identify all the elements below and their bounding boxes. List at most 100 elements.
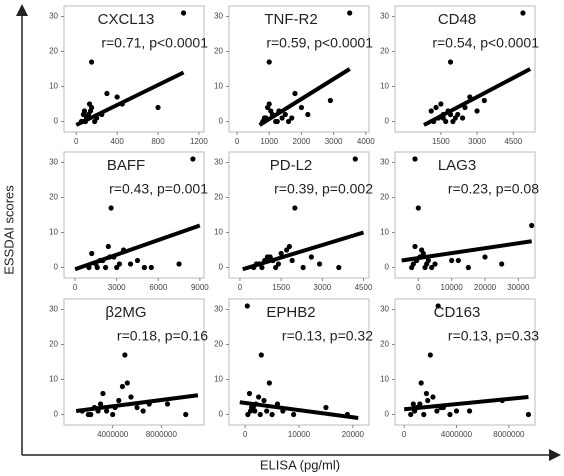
panel-stat: r=0.71, p<0.0001: [101, 35, 208, 51]
fit-line: [75, 393, 199, 413]
point: [432, 261, 438, 267]
panel-title: CXCL13: [98, 11, 155, 28]
y-tick-label: 0: [219, 117, 224, 126]
point: [323, 404, 329, 411]
fit-line: [401, 239, 532, 263]
point: [449, 257, 455, 264]
y-tick-label: 0: [219, 263, 224, 272]
point: [284, 247, 290, 253]
point: [447, 411, 453, 418]
point: [289, 115, 295, 121]
panel-frame: [394, 298, 536, 426]
point: [110, 411, 116, 418]
panel-title: TNF-R2: [264, 11, 317, 28]
point: [279, 115, 285, 121]
fit-line: [258, 67, 351, 127]
point: [265, 104, 271, 111]
point: [128, 394, 134, 400]
point: [292, 90, 298, 97]
panel-title: BAFF: [107, 157, 145, 174]
point: [415, 205, 421, 211]
point: [278, 250, 284, 257]
y-tick-label: 30: [49, 12, 58, 21]
point: [347, 10, 353, 16]
point: [264, 408, 270, 414]
x-tick-label: 4500: [355, 283, 373, 292]
point: [259, 264, 265, 271]
fit-line: [242, 230, 365, 272]
point: [474, 108, 480, 114]
point: [418, 380, 424, 386]
y-tick-label: 10: [380, 82, 389, 91]
x-tick-label: 0: [243, 430, 248, 439]
x-tick-label: 4000000: [441, 430, 473, 439]
point: [268, 108, 274, 114]
point: [97, 401, 104, 407]
point: [408, 411, 414, 418]
y-tick-label: 10: [214, 228, 223, 237]
panel-title: CD48: [438, 11, 476, 28]
point: [300, 264, 306, 271]
point: [455, 257, 461, 264]
panel: 0 10 20 30 0 400 800 1200 CXCL13 r=0.71, p<0.0001: [49, 5, 208, 146]
point: [482, 254, 488, 260]
point: [336, 264, 342, 271]
point: [412, 243, 418, 250]
point: [89, 250, 95, 257]
x-tick-label: 3000: [313, 283, 331, 292]
point: [316, 261, 323, 267]
panel-frame: [394, 151, 536, 279]
point: [466, 408, 473, 414]
point: [421, 411, 427, 418]
point: [430, 394, 436, 400]
panel-stat: r=0.39, p=0.002: [274, 181, 373, 197]
point: [433, 104, 439, 111]
point: [190, 156, 196, 162]
point: [423, 390, 430, 397]
x-tick-label: 4000: [357, 137, 375, 146]
point: [453, 408, 460, 414]
y-tick-label: 10: [49, 82, 58, 91]
point: [435, 303, 441, 309]
y-axis-label: ESSDAI scores: [1, 185, 16, 275]
panel-frame: [394, 5, 536, 133]
x-axis-label: ELISA (pg/ml): [260, 457, 340, 472]
x-tick-label: 1500: [432, 137, 450, 146]
x-tick-label: 3000: [108, 283, 126, 292]
point: [261, 397, 267, 404]
point: [266, 380, 272, 386]
y-tick-label: 10: [380, 228, 389, 237]
y-tick-label: 20: [214, 340, 223, 349]
y-tick-label: 30: [380, 305, 389, 314]
panel-stat: r=0.13, p=0.32: [282, 328, 373, 344]
point: [273, 264, 279, 271]
point: [269, 411, 275, 418]
panel-stat: r=0.23, p=0.08: [448, 181, 539, 197]
point: [410, 401, 416, 407]
point: [140, 408, 146, 414]
point: [88, 411, 94, 418]
point: [298, 104, 305, 111]
point: [244, 303, 250, 309]
panel-frame: [228, 151, 370, 279]
panel: 0 10 20 30 0 10000 20000 EPHB2 r=0.13, p=0.32: [214, 298, 373, 439]
point: [127, 261, 134, 267]
y-tick-label: 30: [214, 158, 223, 167]
y-tick-label: 0: [385, 263, 390, 272]
point: [481, 97, 487, 104]
x-tick-label: 4000000: [97, 430, 129, 439]
x-tick-label: 20000: [474, 283, 497, 292]
fit-line: [74, 223, 201, 272]
panel-stat: r=0.13, p=0.33: [448, 328, 539, 344]
panel-frame: [63, 151, 205, 279]
point: [104, 90, 110, 97]
fit-line: [423, 67, 532, 127]
point: [102, 264, 109, 271]
y-tick-label: 30: [214, 12, 223, 21]
point: [465, 264, 471, 271]
y-tick-label: 20: [214, 47, 223, 56]
point: [305, 111, 311, 118]
point: [412, 156, 418, 162]
panel: 0 10 20 30 0 10000 20000 30000 LAG3 r=0.23, p=0.0…: [380, 151, 539, 292]
point: [256, 394, 262, 400]
